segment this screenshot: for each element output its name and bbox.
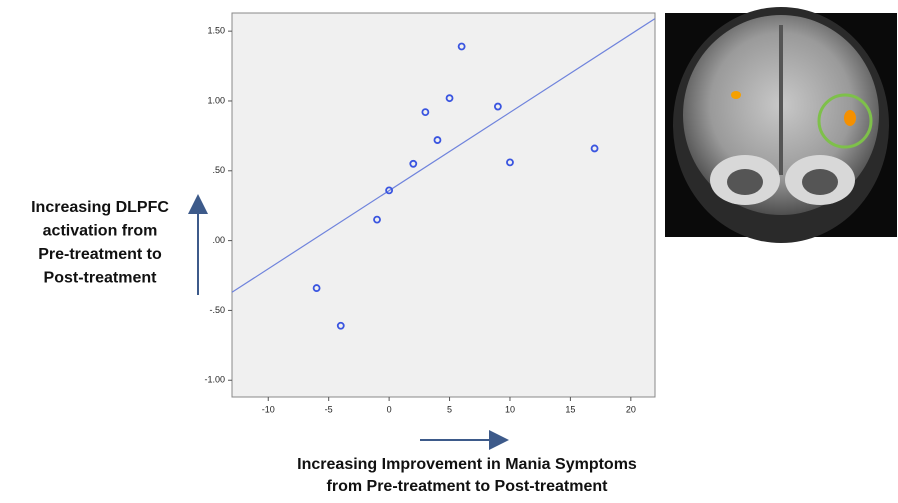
y-axis-label: Post-treatment	[44, 270, 158, 287]
x-tick-label: 15	[565, 404, 575, 414]
x-tick-label: 5	[447, 404, 452, 414]
x-tick-label: 20	[626, 404, 636, 414]
y-tick-label: .50	[212, 165, 225, 175]
x-axis-label: from Pre-treatment to Post-treatment	[327, 478, 609, 495]
x-tick-label: -5	[325, 404, 333, 414]
chart: 1.50 1.00 .50 .00 -.50 -1.00 -10 -5 0 5 10 15 20 Incr…	[0, 0, 898, 498]
y-tick-label: 1.50	[207, 26, 225, 36]
y-tick-label: -1.00	[204, 375, 225, 385]
y-axis-label: activation from	[43, 223, 158, 240]
plot-area	[232, 13, 655, 397]
page: 1.50 1.00 .50 .00 -.50 -1.00 -10 -5 0 5 10 15 20 Incr…	[0, 0, 898, 503]
x-tick-label: 10	[505, 404, 515, 414]
brain-image	[665, 7, 897, 243]
x-axis-label: Increasing Improvement in Mania Symptoms	[297, 456, 637, 473]
x-tick-label: -10	[262, 404, 275, 414]
y-tick-label: -.50	[209, 305, 225, 315]
y-tick-label: .00	[212, 235, 225, 245]
y-tick-label: 1.00	[207, 95, 225, 105]
y-axis-label: Increasing DLPFC	[31, 199, 169, 216]
x-tick-label: 0	[387, 404, 392, 414]
y-axis-label: Pre-treatment to	[38, 246, 162, 263]
